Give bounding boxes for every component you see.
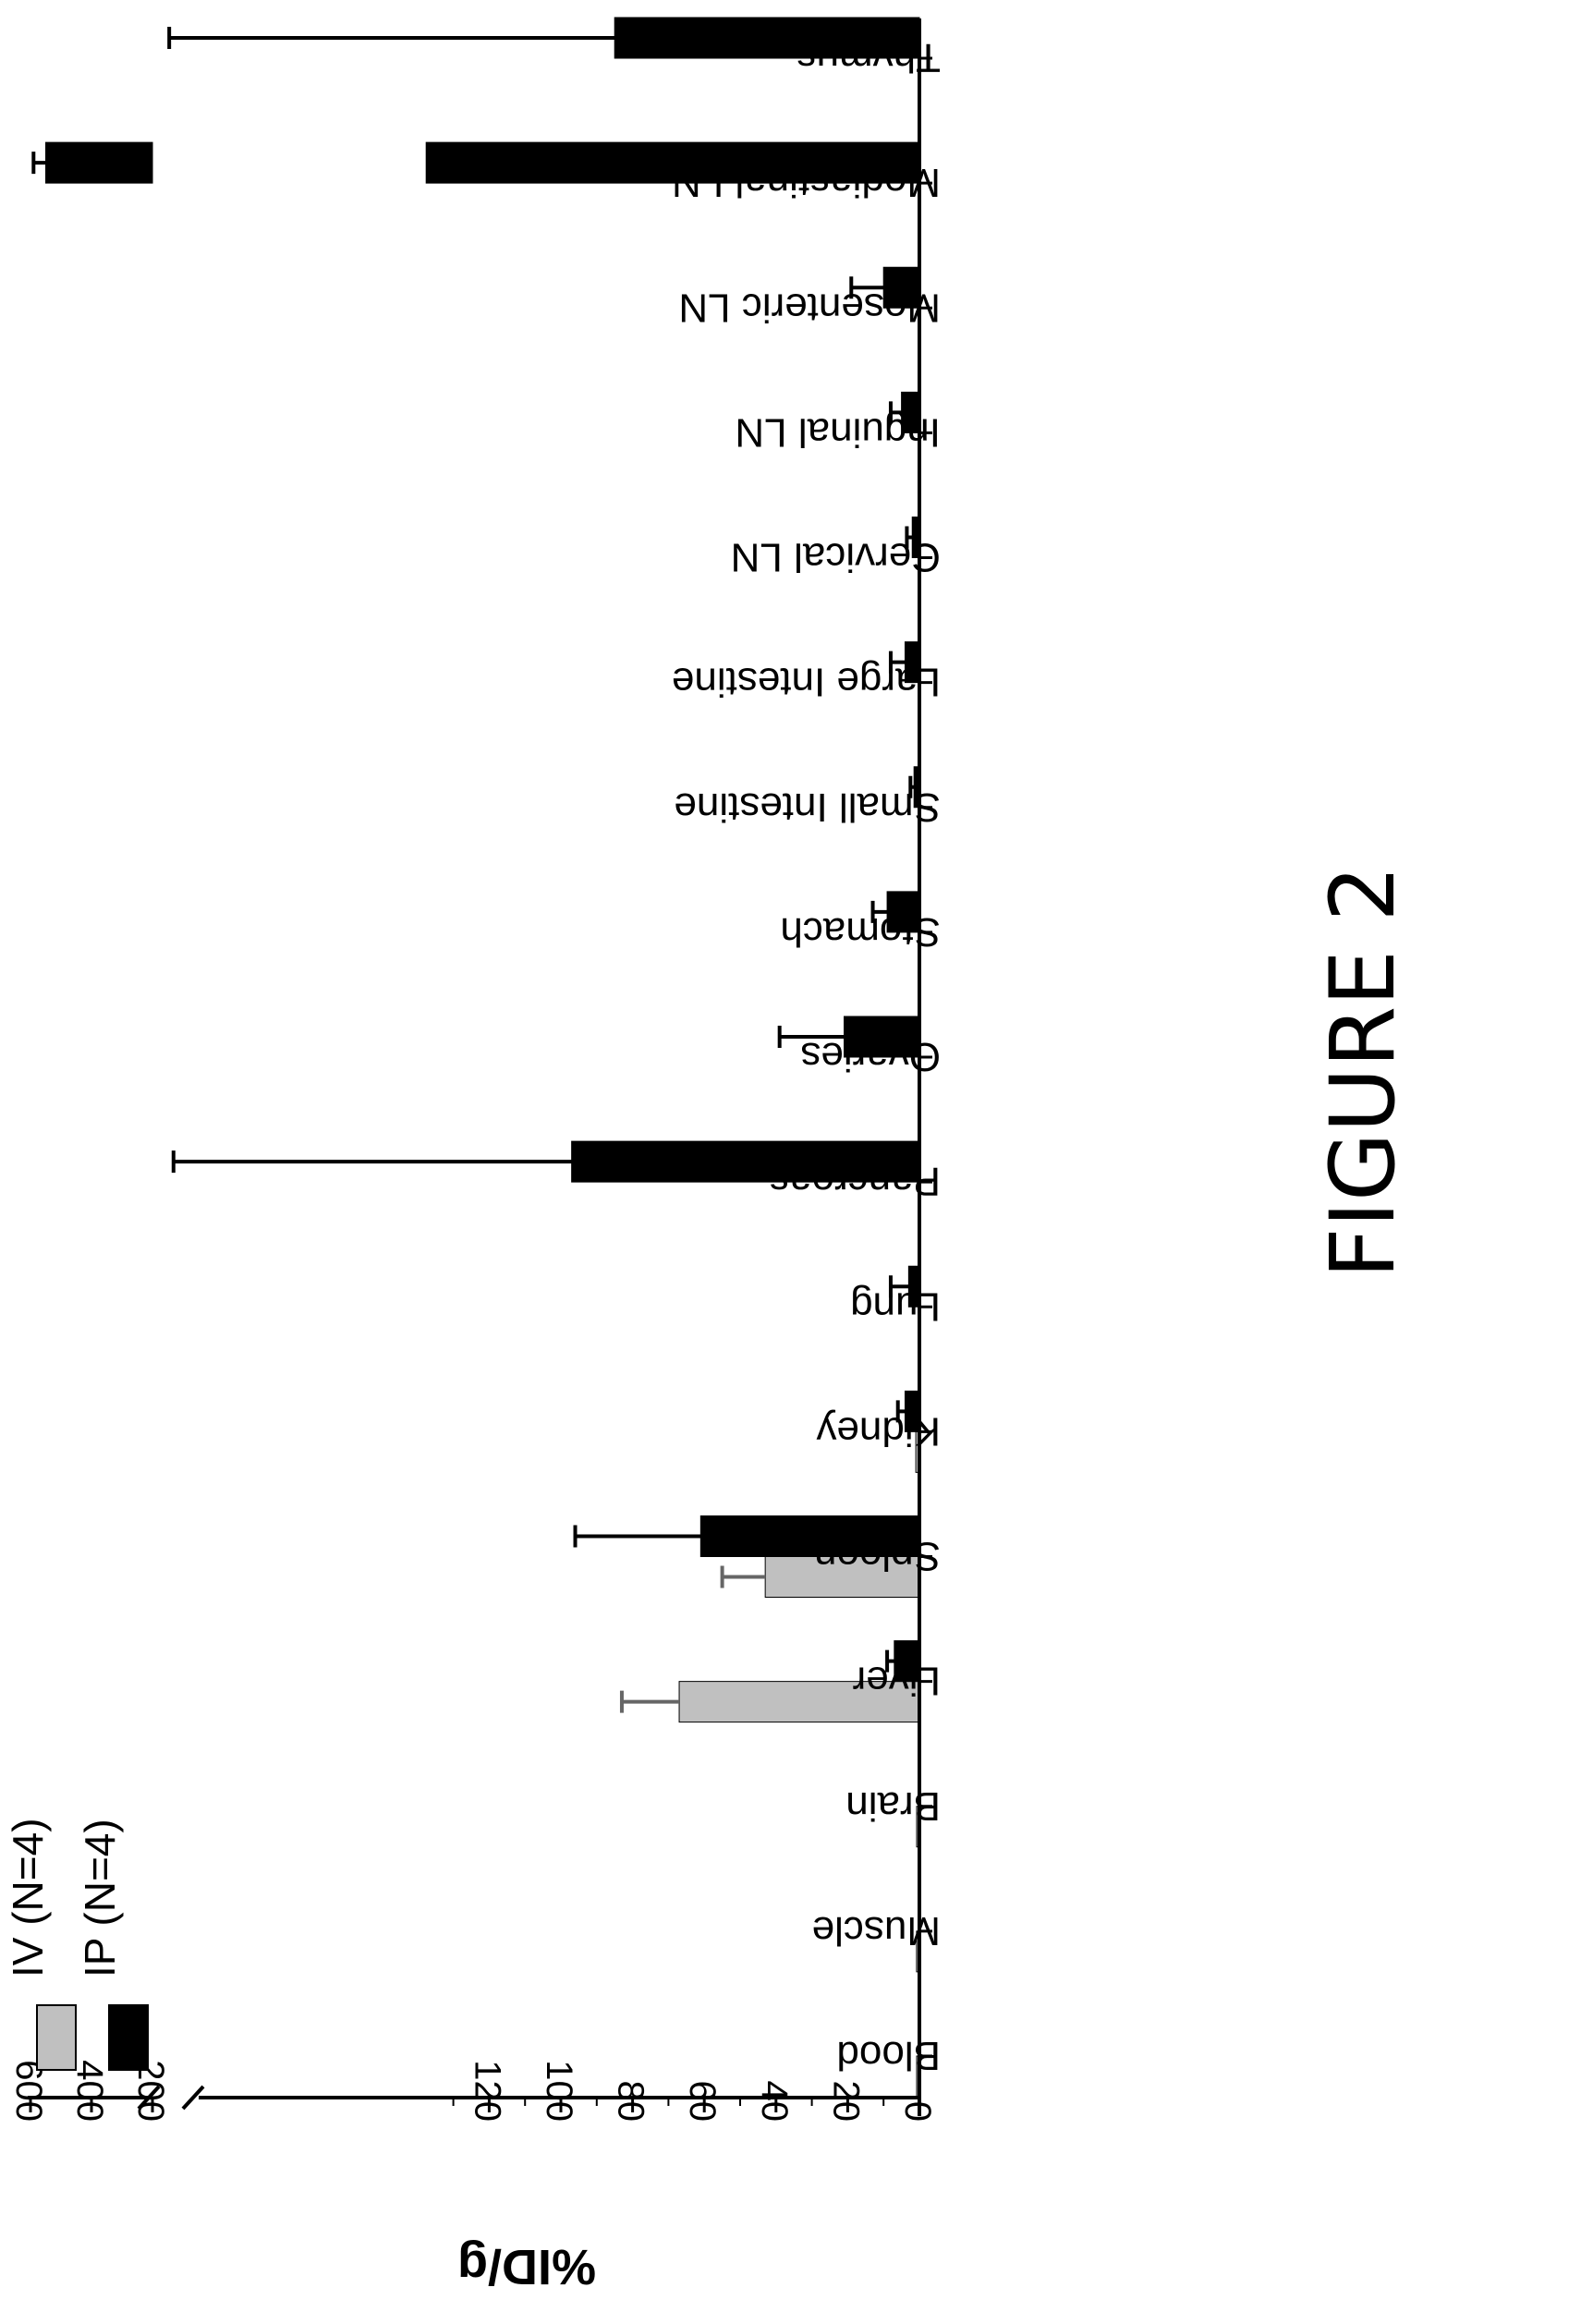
bar-ip-thymus — [614, 17, 920, 59]
category-axis: Blood Muscle Brain Liver Spleen Kidney Lung Pan… — [672, 35, 941, 2078]
legend-label: IP (N=4) — [76, 1819, 124, 1977]
category-label: Mesenteric LN — [678, 285, 941, 330]
category-label: Lung — [850, 1284, 941, 1329]
bar-ip-mediastinal-ln — [425, 141, 920, 184]
category-label: Stomach — [780, 909, 941, 955]
value-tick-label: 20 — [825, 2081, 866, 2123]
bar-upper-ip-mediastinal-ln — [45, 141, 153, 184]
category-label: Blood — [836, 2033, 941, 2078]
bar-ip-spleen — [699, 1515, 920, 1557]
legend-swatch — [36, 2004, 77, 2071]
value-tick-label: 0 — [897, 2101, 938, 2122]
category-label: Inguinal LN — [735, 409, 941, 455]
category-label: Kidney — [816, 1408, 941, 1454]
value-tick-label: 40 — [754, 2081, 795, 2123]
bar-ip-mesenteric-ln — [882, 266, 920, 309]
legend-swatch — [108, 2004, 149, 2071]
plot-area — [31, 17, 920, 2098]
value-tick-label: 100 — [539, 2060, 579, 2122]
category-label: Thymus — [797, 35, 941, 80]
bar-ip-stomach — [886, 891, 920, 933]
category-label: Pancreas — [769, 1159, 941, 1204]
value-tick-label: 120 — [467, 2060, 507, 2122]
legend: IV (N=4) IP (N=4) — [4, 1818, 149, 2071]
category-label: Small Intestine — [674, 785, 941, 830]
bar-iv-liver — [678, 1681, 920, 1723]
category-label: Liver — [853, 1659, 941, 1704]
value-axis-title: %ID/g — [457, 2239, 596, 2294]
legend-label: IV (N=4) — [4, 1818, 52, 1977]
category-label: Mediastinal LN — [672, 160, 941, 205]
category-label: Ovaries — [800, 1034, 941, 1079]
value-tick-label: 80 — [611, 2081, 651, 2123]
category-label: Spleen — [814, 1534, 941, 1579]
category-label: Large Intestine — [672, 660, 941, 705]
category-label: Brain — [845, 1783, 941, 1829]
category-label: Cervical LN — [731, 535, 941, 580]
bar-ip-liver — [894, 1640, 920, 1683]
bar-ip-pancreas — [571, 1140, 920, 1183]
value-tick-label: 60 — [682, 2081, 723, 2123]
figure-label: FIGURE 2 — [1311, 865, 1415, 1279]
bar-iv-spleen — [764, 1556, 920, 1598]
axis-break-mark — [181, 2085, 205, 2111]
category-label: Muscle — [812, 1908, 941, 1953]
axis-break-mark — [137, 2085, 161, 2111]
